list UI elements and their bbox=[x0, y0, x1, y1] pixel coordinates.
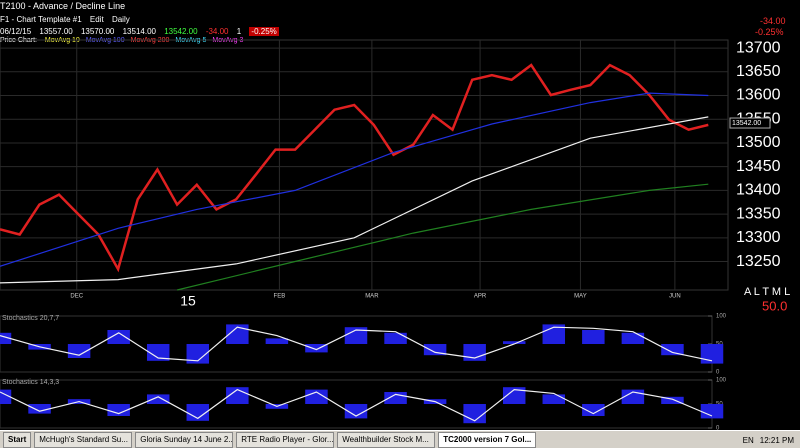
charts: 1325013300133501340013450135001355013600… bbox=[0, 39, 790, 430]
quote-high: 13570.00 bbox=[80, 27, 115, 36]
histogram-bar bbox=[305, 389, 328, 404]
series-line bbox=[0, 326, 713, 362]
histogram-bar bbox=[265, 338, 289, 344]
histogram-bar bbox=[502, 341, 526, 344]
histogram-bar bbox=[186, 344, 210, 364]
histogram-bar bbox=[502, 387, 526, 404]
clock: 12:21 PM bbox=[759, 435, 794, 445]
quote-row: 06/12/15 13557.00 13570.00 13514.00 1354… bbox=[0, 27, 285, 36]
quote-change: -34.00 bbox=[205, 27, 229, 36]
histogram-bar bbox=[146, 394, 170, 404]
x-tick-label: FEB bbox=[274, 294, 286, 300]
y-tick-label: 0 bbox=[716, 426, 720, 430]
quote-open: 13557.00 bbox=[39, 27, 73, 36]
quote-date: 06/12/15 bbox=[0, 27, 32, 36]
price-tag-label: 13542.00 bbox=[732, 120, 761, 127]
period-select[interactable]: Daily bbox=[111, 15, 130, 24]
y-tick-label: 0 bbox=[716, 370, 720, 376]
histogram-bar bbox=[582, 330, 605, 344]
annotation: A L T M L bbox=[744, 286, 790, 298]
annotation: 50.0 bbox=[762, 298, 787, 313]
histogram-bar bbox=[344, 327, 368, 344]
y-tick-label: 13300 bbox=[736, 229, 781, 246]
y-tick-label: 13450 bbox=[736, 158, 781, 175]
quote-change-pct: -0.25% bbox=[249, 27, 279, 36]
language: EN bbox=[742, 435, 754, 445]
window-title: T2100 - Advance / Decline Line bbox=[0, 1, 126, 11]
histogram-bar bbox=[384, 332, 407, 344]
start-button[interactable]: Start bbox=[3, 432, 32, 448]
histogram-bar bbox=[305, 344, 328, 353]
y-tick-label: 13250 bbox=[736, 253, 781, 270]
histogram-bar bbox=[700, 404, 724, 419]
quote-close: 13542.00 bbox=[164, 27, 198, 36]
toolbar: F1 - Chart Template #1 Edit Daily bbox=[0, 15, 136, 24]
histogram-bar bbox=[542, 394, 566, 404]
price-tag bbox=[729, 117, 771, 129]
task-button[interactable]: McHugh's Standard Su... bbox=[34, 432, 133, 448]
histogram-bar bbox=[0, 332, 12, 344]
x-tick-label: DEC bbox=[70, 294, 83, 300]
quote-low: 13514.00 bbox=[122, 27, 156, 36]
change: -34.00 bbox=[760, 16, 786, 26]
panel-title: Stochastics 20,7,7 bbox=[2, 315, 59, 322]
panel-frame bbox=[0, 39, 729, 291]
y-tick-label: 13700 bbox=[736, 39, 781, 56]
histogram-bar bbox=[700, 344, 724, 364]
template-select[interactable]: F1 - Chart Template #1 bbox=[0, 15, 82, 24]
series-line bbox=[0, 63, 709, 273]
histogram-bar bbox=[107, 330, 130, 344]
y-tick-label: 100 bbox=[716, 378, 727, 384]
edit-button[interactable]: Edit bbox=[89, 15, 104, 24]
quote-volume: 1 bbox=[236, 27, 242, 36]
y-tick-label: 13650 bbox=[736, 63, 781, 80]
task-button[interactable]: TC2000 version 7 Gol... bbox=[438, 432, 537, 448]
y-tick-label: 100 bbox=[716, 314, 727, 320]
histogram-bar bbox=[423, 344, 447, 356]
series-line bbox=[0, 92, 709, 267]
series-line bbox=[176, 183, 709, 291]
task-button[interactable]: Gloria Sunday 14 June 2... bbox=[135, 432, 234, 448]
y-tick-label: 13600 bbox=[736, 87, 781, 104]
panel-title: Stochastics 14,3,3 bbox=[2, 379, 59, 386]
y-tick-label: 13350 bbox=[736, 205, 781, 222]
histogram-bar bbox=[621, 332, 645, 344]
histogram-bar bbox=[226, 324, 249, 344]
histogram-bar bbox=[344, 404, 368, 419]
x-tick-label: MAR bbox=[365, 294, 379, 300]
y-tick-label: 13500 bbox=[736, 134, 781, 151]
histogram-bar bbox=[661, 396, 684, 404]
histogram-bar bbox=[582, 404, 605, 416]
task-list: McHugh's Standard Su... Gloria Sunday 14 … bbox=[31, 432, 736, 448]
taskbar: Start McHugh's Standard Su... Gloria Sund… bbox=[0, 430, 800, 448]
task-button[interactable]: Wealthbuilder Stock M... bbox=[337, 432, 436, 448]
histogram-bar bbox=[186, 404, 210, 421]
series-line bbox=[0, 388, 713, 422]
x-tick-label: MAY bbox=[574, 294, 587, 300]
task-button[interactable]: RTE Radio Player - Glor... bbox=[236, 432, 335, 448]
histogram-bar bbox=[0, 389, 12, 404]
x-tick-label: JUN bbox=[669, 294, 681, 300]
histogram-bar bbox=[107, 404, 130, 416]
series-line bbox=[0, 116, 709, 284]
x-tick-label: APR bbox=[474, 294, 487, 300]
change-pct: -0.25% bbox=[755, 27, 784, 37]
histogram-bar bbox=[661, 344, 684, 356]
histogram-bar bbox=[28, 404, 51, 414]
y-tick-label: 13400 bbox=[736, 182, 781, 199]
histogram-bar bbox=[146, 344, 170, 361]
annotation: 15 bbox=[180, 293, 196, 309]
